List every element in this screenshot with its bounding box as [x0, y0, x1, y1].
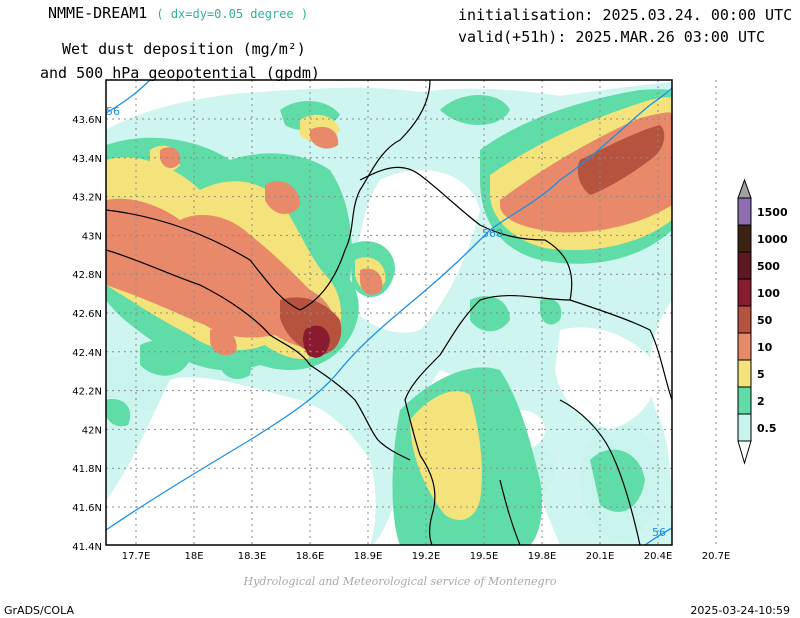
lat-tick-label: 43N [82, 231, 102, 242]
lon-tick-label: 18.3E [238, 551, 267, 562]
colorbar-label: 50 [757, 314, 773, 327]
kosovo-border [569, 299, 672, 401]
colorbar-swatch [737, 278, 752, 307]
latitude-axis: 43.6N 43.4N 43.2N 43N 42.8N 42.6N 42.4N 42.2N 42… [72, 115, 102, 553]
map-title-line2: and 500 hPa geopotential (gpdm) [40, 64, 320, 82]
map-title-line1: Wet dust deposition (mg/m²) [62, 40, 306, 58]
contour-labels: 56 560 56 [106, 105, 666, 539]
lat-tick-label: 41.8N [72, 464, 102, 475]
dust-deposition-field [106, 82, 672, 545]
lon-tick-label: 18.6E [296, 551, 325, 562]
colorbar-label: 2 [757, 395, 765, 408]
lon-tick-label: 19.5E [470, 551, 499, 562]
lon-tick-label: 18E [184, 551, 203, 562]
lat-tick-label: 42.4N [72, 348, 102, 359]
colorbar-label: 500 [757, 260, 780, 273]
colorbar-swatch [737, 413, 752, 442]
lat-tick-label: 43.2N [72, 193, 102, 204]
colorbar-top-arrow [737, 178, 752, 199]
render-timestamp: 2025-03-24-10:59 [690, 604, 790, 617]
bosnia-montenegro-border [299, 80, 431, 311]
software-label: GrADS/COLA [4, 604, 74, 617]
map-frame [105, 79, 673, 546]
model-label: NMME-DREAM1 [48, 4, 148, 22]
colorbar-swatch [737, 224, 752, 253]
lon-tick-label: 20.4E [644, 551, 673, 562]
colorbar-legend: 1500 1000 500 100 50 10 5 2 0.5 [737, 178, 788, 465]
lon-tick-label: 17.7E [122, 551, 151, 562]
initialisation-time: initialisation: 2025.03.24. 00:00 UTC [458, 6, 793, 24]
colorbar-label: 0.5 [757, 422, 777, 435]
lat-tick-label: 42.2N [72, 387, 102, 398]
serbia-border [359, 166, 573, 456]
contour-label-56-bottom: 56 [652, 526, 666, 539]
valid-time: valid(+51h): 2025.MAR.26 03:00 UTC [458, 28, 766, 46]
lon-tick-label: 20.7E [702, 551, 731, 562]
boundaries [106, 80, 672, 545]
coastline [106, 249, 411, 461]
lon-tick-label: 20.1E [586, 551, 615, 562]
lat-tick-label: 43.6N [72, 115, 102, 126]
colorbar-label: 10 [757, 341, 773, 354]
longitude-axis: 17.7E 18E 18.3E 18.6E 18.9E 19.2E 19.5E 19.8E 20… [122, 551, 731, 562]
contour-label-56-top: 56 [106, 105, 120, 118]
colorbar-swatch [737, 332, 752, 361]
colorbar-swatch [737, 197, 752, 226]
macedonia-border [559, 399, 641, 545]
colorbar-label: 100 [757, 287, 780, 300]
lat-tick-label: 42.6N [72, 309, 102, 320]
credit-line: Hydrological and Meteorological service … [243, 575, 557, 588]
model-name: NMME-DREAM1 ( dx=dy=0.05 degree ) [48, 4, 308, 22]
albania-border [419, 454, 436, 545]
lat-tick-label: 43.4N [72, 154, 102, 165]
colorbar-swatch [737, 386, 752, 415]
croatia-bosnia-border [106, 209, 301, 311]
colorbar-swatch [737, 305, 752, 334]
colorbar-bottom-arrow [737, 440, 752, 465]
colorbar-swatch [737, 359, 752, 388]
resolution-label: ( dx=dy=0.05 degree ) [156, 7, 309, 21]
colorbar-swatch [737, 251, 752, 280]
colorbar-label: 1000 [757, 233, 788, 246]
colorbar-label: 5 [757, 368, 765, 381]
lon-tick-label: 19.8E [528, 551, 557, 562]
lat-tick-label: 42N [82, 425, 102, 436]
lat-tick-label: 41.6N [72, 503, 102, 514]
lon-tick-label: 18.9E [354, 551, 383, 562]
lat-lon-grid [106, 80, 717, 545]
lat-tick-label: 42.8N [72, 270, 102, 281]
colorbar-label: 1500 [757, 206, 788, 219]
river-border [499, 479, 521, 545]
lon-tick-label: 19.2E [412, 551, 441, 562]
lat-tick-label: 41.4N [72, 542, 102, 553]
contour-label-560: 560 [482, 227, 503, 240]
geopotential-560-contour [106, 80, 672, 545]
